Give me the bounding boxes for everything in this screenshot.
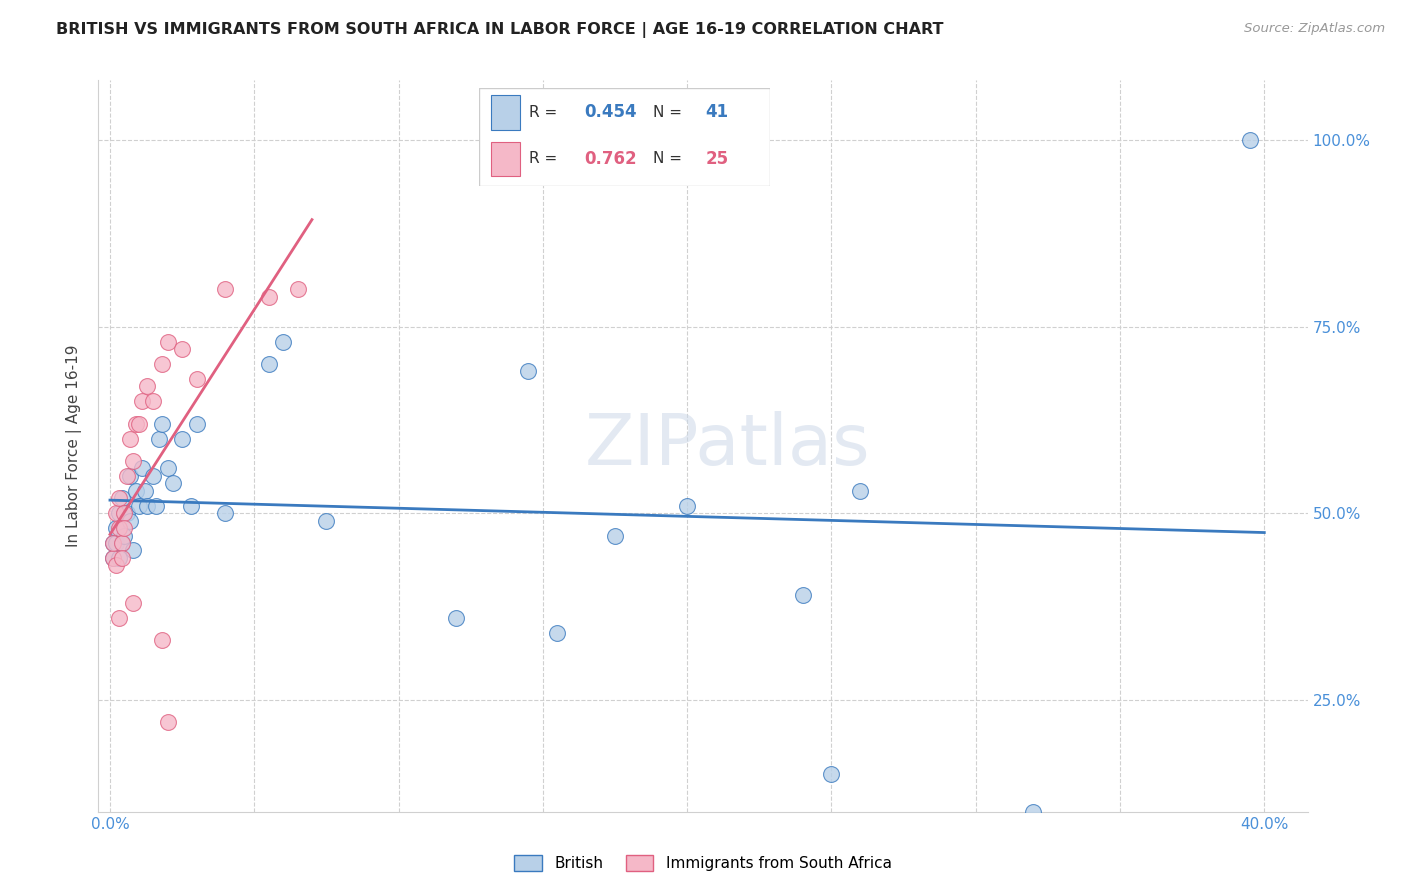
Point bbox=[257, 290, 280, 304]
Point bbox=[101, 536, 124, 550]
Point bbox=[172, 432, 194, 446]
Point bbox=[107, 491, 129, 506]
Point bbox=[117, 468, 139, 483]
Point bbox=[101, 536, 124, 550]
Point bbox=[172, 342, 194, 356]
Text: ZIPatlas: ZIPatlas bbox=[585, 411, 870, 481]
Point bbox=[315, 514, 337, 528]
Point bbox=[142, 468, 165, 483]
Point bbox=[122, 454, 145, 468]
Point bbox=[186, 417, 208, 431]
Point bbox=[214, 506, 236, 520]
Point bbox=[156, 334, 179, 349]
Point bbox=[128, 499, 150, 513]
Point bbox=[145, 499, 167, 513]
Point bbox=[257, 357, 280, 371]
Point bbox=[120, 468, 142, 483]
Point bbox=[128, 417, 150, 431]
Point bbox=[134, 483, 156, 498]
Point bbox=[148, 432, 170, 446]
Point bbox=[107, 610, 129, 624]
Point bbox=[120, 432, 142, 446]
Point bbox=[849, 483, 872, 498]
Point bbox=[156, 461, 179, 475]
Point bbox=[180, 499, 202, 513]
Point bbox=[107, 521, 129, 535]
Point bbox=[107, 506, 129, 520]
Point bbox=[150, 417, 173, 431]
Point bbox=[792, 588, 814, 602]
Point bbox=[214, 282, 236, 296]
Point bbox=[131, 394, 153, 409]
Point bbox=[110, 491, 132, 506]
Point bbox=[104, 558, 127, 573]
Point bbox=[107, 551, 129, 566]
Point bbox=[446, 610, 468, 624]
Point bbox=[122, 543, 145, 558]
Point bbox=[603, 528, 626, 542]
Point bbox=[150, 633, 173, 648]
Point bbox=[101, 551, 124, 566]
Point bbox=[546, 625, 568, 640]
Point bbox=[676, 499, 699, 513]
Point bbox=[287, 282, 309, 296]
Point bbox=[104, 536, 127, 550]
Text: BRITISH VS IMMIGRANTS FROM SOUTH AFRICA IN LABOR FORCE | AGE 16-19 CORRELATION C: BRITISH VS IMMIGRANTS FROM SOUTH AFRICA … bbox=[56, 22, 943, 38]
Point bbox=[101, 551, 124, 566]
Point bbox=[1239, 133, 1261, 147]
Point bbox=[112, 506, 135, 520]
Point bbox=[110, 536, 132, 550]
Y-axis label: In Labor Force | Age 16-19: In Labor Force | Age 16-19 bbox=[66, 344, 83, 548]
Point bbox=[136, 499, 159, 513]
Point bbox=[104, 506, 127, 520]
Legend: British, Immigrants from South Africa: British, Immigrants from South Africa bbox=[508, 849, 898, 877]
Point bbox=[142, 394, 165, 409]
Point bbox=[122, 596, 145, 610]
Point bbox=[112, 528, 135, 542]
Point bbox=[136, 379, 159, 393]
Point bbox=[104, 521, 127, 535]
Text: Source: ZipAtlas.com: Source: ZipAtlas.com bbox=[1244, 22, 1385, 36]
Point bbox=[162, 476, 184, 491]
Point bbox=[112, 506, 135, 520]
Point bbox=[271, 334, 294, 349]
Point bbox=[125, 417, 148, 431]
Point bbox=[156, 715, 179, 730]
Point bbox=[125, 483, 148, 498]
Point bbox=[120, 514, 142, 528]
Point bbox=[150, 357, 173, 371]
Point bbox=[1022, 805, 1045, 819]
Point bbox=[110, 551, 132, 566]
Point bbox=[517, 364, 540, 378]
Point bbox=[820, 767, 842, 781]
Point bbox=[117, 506, 139, 520]
Point bbox=[131, 461, 153, 475]
Point bbox=[186, 372, 208, 386]
Point bbox=[112, 521, 135, 535]
Point bbox=[110, 536, 132, 550]
